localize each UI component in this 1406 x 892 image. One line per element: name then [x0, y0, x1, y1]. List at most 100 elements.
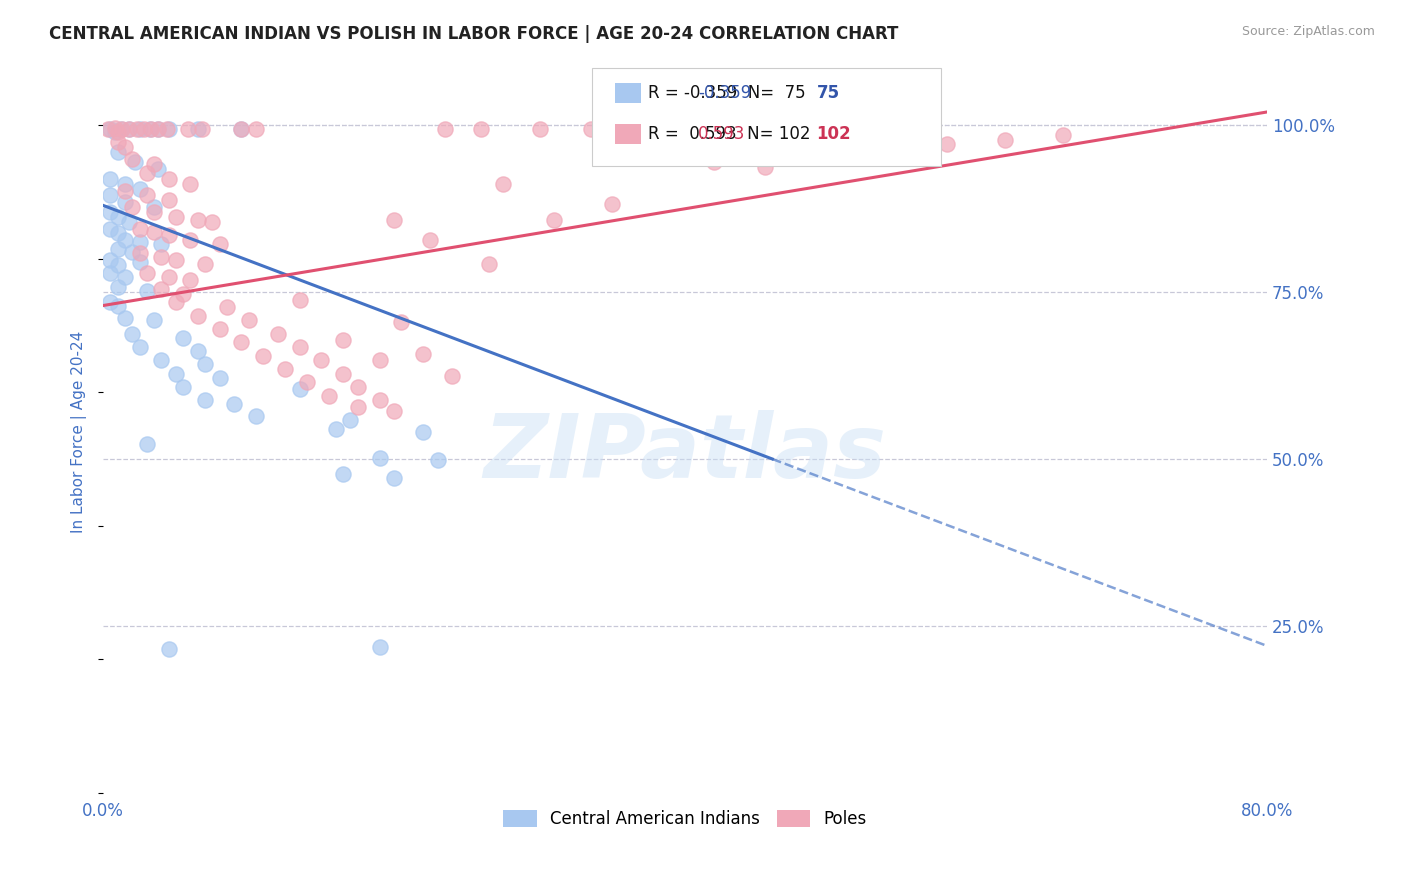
Point — [208, 237, 231, 252]
Point — [201, 215, 224, 229]
Point — [245, 121, 267, 136]
Point — [703, 155, 725, 169]
Point — [157, 193, 180, 207]
FancyBboxPatch shape — [592, 69, 941, 166]
Point — [231, 121, 253, 136]
Point — [157, 270, 180, 285]
Point — [602, 197, 624, 211]
Point — [135, 188, 157, 202]
Point — [187, 213, 209, 227]
Point — [194, 393, 217, 408]
Point — [176, 121, 198, 136]
Point — [107, 242, 129, 256]
Point — [143, 205, 166, 219]
Point — [194, 357, 217, 371]
Point — [274, 362, 297, 376]
Point — [191, 121, 214, 136]
Point — [389, 315, 412, 329]
Point — [118, 121, 141, 136]
Point — [434, 121, 457, 136]
Point — [579, 121, 602, 136]
Point — [118, 121, 141, 136]
Point — [884, 139, 907, 153]
Text: CENTRAL AMERICAN INDIAN VS POLISH IN LABOR FORCE | AGE 20-24 CORRELATION CHART: CENTRAL AMERICAN INDIAN VS POLISH IN LAB… — [49, 25, 898, 43]
Point — [318, 389, 340, 403]
Text: ZIPatlas: ZIPatlas — [484, 410, 887, 498]
Point — [267, 326, 290, 341]
Point — [529, 121, 551, 136]
Point — [194, 257, 217, 271]
Point — [157, 228, 180, 243]
Point — [368, 393, 391, 408]
Point — [124, 155, 146, 169]
Point — [935, 136, 957, 151]
Point — [245, 409, 267, 423]
Point — [114, 270, 136, 285]
Point — [238, 313, 260, 327]
Text: Source: ZipAtlas.com: Source: ZipAtlas.com — [1241, 25, 1375, 38]
Point — [141, 121, 163, 136]
Bar — [616, 83, 641, 103]
Point — [288, 340, 311, 354]
Point — [179, 273, 201, 287]
Point — [135, 267, 157, 281]
Point — [128, 235, 150, 249]
Point — [114, 233, 136, 247]
Point — [339, 413, 361, 427]
Point — [288, 382, 311, 396]
Point — [295, 376, 318, 390]
Point — [368, 353, 391, 368]
Point — [543, 213, 565, 227]
Point — [104, 121, 127, 136]
Point — [208, 322, 231, 336]
Point — [165, 253, 187, 268]
Text: -0.359: -0.359 — [697, 84, 751, 102]
Point — [100, 221, 122, 235]
Point — [111, 121, 134, 136]
Point — [325, 422, 347, 436]
Point — [110, 121, 132, 136]
Point — [107, 211, 129, 225]
Point — [100, 295, 122, 310]
Point — [100, 267, 122, 281]
Point — [332, 367, 354, 381]
Point — [148, 121, 170, 136]
Point — [114, 310, 136, 325]
Point — [382, 213, 405, 227]
Point — [114, 139, 136, 153]
Point — [128, 255, 150, 269]
Point — [121, 245, 143, 260]
Point — [419, 233, 441, 247]
Point — [128, 340, 150, 354]
Point — [135, 166, 157, 180]
Point — [148, 121, 170, 136]
Point — [143, 200, 166, 214]
Point — [150, 282, 173, 296]
Point — [1052, 128, 1074, 143]
Point — [114, 195, 136, 210]
Point — [121, 200, 143, 214]
Point — [215, 300, 238, 314]
Point — [754, 160, 776, 174]
Point — [426, 453, 449, 467]
Y-axis label: In Labor Force | Age 20-24: In Labor Force | Age 20-24 — [72, 331, 87, 533]
Point — [107, 280, 129, 294]
Text: R =  0.593  N= 102: R = 0.593 N= 102 — [648, 125, 810, 143]
Point — [179, 233, 201, 247]
Point — [412, 425, 434, 440]
Point — [187, 309, 209, 323]
Point — [121, 152, 143, 166]
Point — [114, 184, 136, 198]
Point — [172, 286, 194, 301]
Point — [104, 125, 127, 139]
Text: R = -0.359  N=  75: R = -0.359 N= 75 — [648, 84, 806, 102]
Point — [100, 171, 122, 186]
Point — [346, 400, 368, 414]
Bar — [616, 124, 641, 144]
Point — [231, 121, 253, 136]
Point — [157, 121, 180, 136]
Point — [332, 467, 354, 481]
Point — [118, 215, 141, 229]
Point — [187, 343, 209, 358]
Point — [165, 211, 187, 225]
